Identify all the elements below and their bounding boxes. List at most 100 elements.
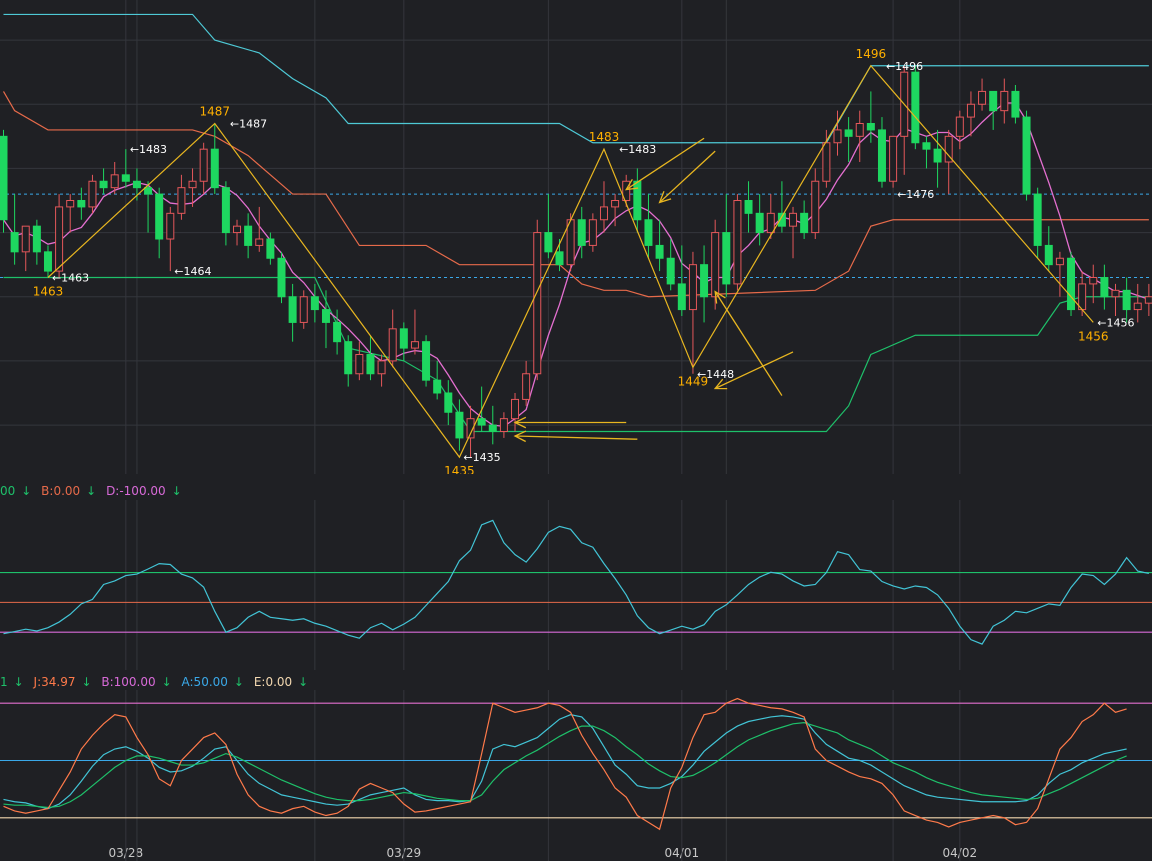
candle [966,91,975,137]
moving-average-line [2,102,1152,428]
price-mark: ←1463 [52,272,89,285]
candle [1022,110,1031,201]
arrow-head [714,290,726,304]
candle-body [1078,283,1087,311]
candle [321,290,330,349]
candle [188,168,197,207]
pivot-label: 1496 [856,47,887,61]
candle [1100,264,1109,310]
candle [700,245,709,323]
zigzag-line [47,64,1094,459]
candle-body [55,206,64,272]
pivot-label: 1456 [1078,329,1109,343]
candle [210,123,219,195]
candle-body [444,392,453,413]
kdj-legend-k: 1 [0,675,8,689]
candle [177,174,186,220]
candle-body [666,257,675,285]
kdj-d-line [3,722,1127,809]
candle-body [1089,277,1098,285]
price-mark: ←1487 [230,118,267,131]
candle [155,187,164,259]
candle-body [132,180,141,189]
candle [388,309,397,368]
candle [688,251,697,374]
candle-body [700,264,709,298]
pivot-label: 1487 [200,105,231,119]
candle-body [533,232,542,375]
candle [955,110,964,150]
candle [488,405,497,445]
candle-body [466,418,475,439]
candle-body [755,212,764,234]
candle-body [77,200,86,208]
kdj-j-line [3,697,1127,831]
candle-body [1133,302,1142,311]
candle-body [1100,277,1109,298]
candle [822,129,831,188]
kdj-legend-j-arrow: ↓ [81,675,92,689]
candle [866,91,875,143]
candle [32,219,41,265]
candle-body [677,283,686,311]
candle-body [522,373,531,400]
candle [811,168,820,239]
candle [399,322,408,361]
annotation-arrow [513,430,638,443]
candle [611,194,620,227]
cci-legend-hi: 00 [0,484,16,498]
candle-body [777,212,786,227]
candle [900,65,909,175]
candle [599,181,608,233]
candle-body [577,219,586,246]
candle-body [822,142,831,182]
annotation-arrow [714,290,783,396]
candle [110,162,119,195]
kdj-legend-e-arrow: ↓ [298,675,309,689]
candle-body [789,212,798,227]
pivot-label: 1435 [444,464,475,474]
price-mark: ←1496 [886,60,923,73]
candle [1122,277,1131,323]
candle-body [989,90,998,112]
arrow-head [658,191,672,204]
arrow-shaft [515,435,638,440]
candle-body [911,71,920,144]
upper-channel-line [3,13,1149,144]
candle-body [121,174,130,182]
candle-body [655,244,664,259]
candle-body [1022,116,1031,195]
candle-body [1055,257,1064,266]
candle [655,219,664,272]
candle [299,290,308,329]
candle [666,239,675,291]
candle [99,168,108,195]
kdj-legend-j: J:34.97 [33,675,76,689]
arrow-head [713,378,728,390]
arrow-shaft [714,351,794,390]
candle-body [10,232,19,253]
cci-legend: 00 ↓ B:0.00 ↓ D:-100.00 ↓ [0,484,188,498]
cci-legend-d-arrow: ↓ [171,484,182,498]
candle-body [933,148,942,163]
candle [66,194,75,233]
candle [88,174,97,214]
candle-body [422,341,431,381]
candle-body [32,225,41,253]
candle [766,194,775,239]
candle [21,225,30,272]
candle-body [966,103,975,118]
candle-body [811,180,820,234]
candle-body [599,206,608,221]
annotation-arrow [713,351,794,390]
candle [266,232,275,265]
candle-body [733,200,742,285]
candle-body [377,360,386,375]
candle-body [877,129,886,182]
candle [310,283,319,323]
price-mark: ←1435 [463,451,500,464]
candle-body [210,148,219,189]
candle [911,65,920,150]
candle-body [288,296,297,323]
